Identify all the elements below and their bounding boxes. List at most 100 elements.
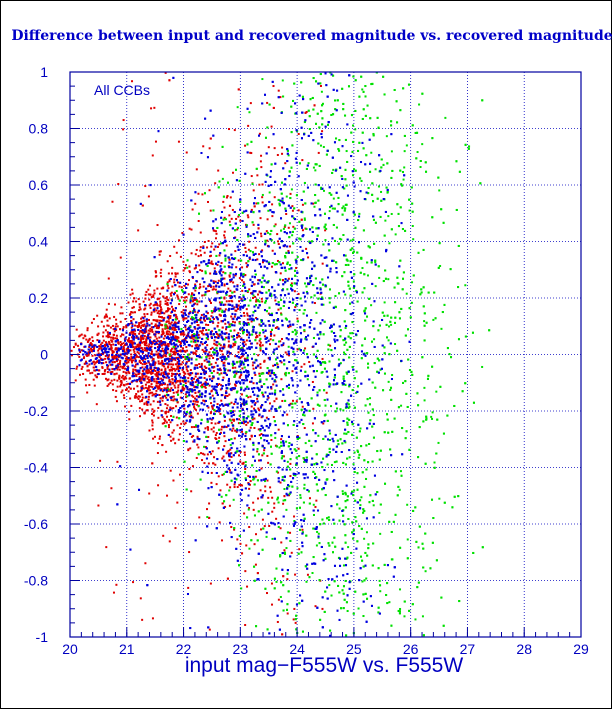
data-point [202,145,204,147]
data-point [229,505,231,507]
data-point [157,354,159,356]
data-point [150,107,152,109]
data-point [424,339,426,341]
data-point [312,572,314,574]
data-point [231,402,233,404]
data-point [228,489,230,491]
data-point [240,484,242,486]
data-point [285,441,287,443]
data-point [165,326,167,328]
data-point [391,374,393,376]
data-point [138,333,140,335]
data-point [352,76,354,78]
data-point [296,487,298,489]
data-point [125,389,127,391]
data-point [94,354,96,356]
data-point [134,369,136,371]
data-point [258,184,260,186]
data-point [151,351,153,353]
data-point [294,228,296,230]
data-point [151,408,153,410]
data-point [98,369,100,371]
data-point [173,398,175,400]
data-point [303,502,305,504]
data-point [252,444,254,446]
data-point [262,277,264,279]
data-point [282,476,284,478]
data-point [386,187,388,189]
data-point [352,423,354,425]
data-point [288,445,290,447]
data-point [160,272,162,274]
data-point [329,288,331,290]
data-point [174,527,176,529]
data-point [148,299,150,301]
data-point [177,386,179,388]
data-point [271,215,273,217]
data-point [261,78,263,80]
data-point [160,275,162,277]
data-point [253,408,255,410]
data-point [176,417,178,419]
data-point [303,350,305,352]
data-point [229,486,231,488]
data-point [197,413,199,415]
data-point [241,279,243,281]
data-point [125,377,127,379]
data-point [167,343,169,345]
data-point [238,454,240,456]
data-point [175,405,177,407]
data-point [148,396,150,398]
data-point [158,337,160,339]
data-point [262,194,264,196]
data-point [210,411,212,413]
data-point [122,367,124,369]
data-point [327,124,329,126]
data-point [348,419,350,421]
data-point [135,395,137,397]
data-point [171,267,173,269]
data-point [326,154,328,156]
data-point [143,313,145,315]
data-point [117,366,119,368]
data-point [130,388,132,390]
data-point [245,424,247,426]
data-point [162,333,164,335]
data-point [218,437,220,439]
data-point [371,426,373,428]
data-point [225,440,227,442]
data-point [358,454,360,456]
data-point [160,269,162,271]
data-point [202,343,204,345]
data-point [372,200,374,202]
data-point [152,154,154,156]
data-point [209,255,211,257]
data-point [183,270,185,272]
data-point [180,256,182,258]
data-point [303,313,305,315]
data-point [115,584,117,586]
data-point [325,405,327,407]
data-point [123,342,125,344]
data-point [168,287,170,289]
data-point [346,349,348,351]
data-point [177,394,179,396]
data-point [380,191,382,193]
data-point [438,498,440,500]
data-point [347,518,349,520]
data-point [362,471,364,473]
data-point [175,337,177,339]
data-point [266,480,268,482]
data-point [292,231,294,233]
data-point [165,397,167,399]
data-point [179,427,181,429]
data-point [416,392,418,394]
data-point [304,309,306,311]
data-point [268,525,270,527]
data-point [96,376,98,378]
data-point [131,331,133,333]
data-point [179,341,181,343]
data-point [303,487,305,489]
data-point [281,147,283,149]
data-point [86,355,88,357]
